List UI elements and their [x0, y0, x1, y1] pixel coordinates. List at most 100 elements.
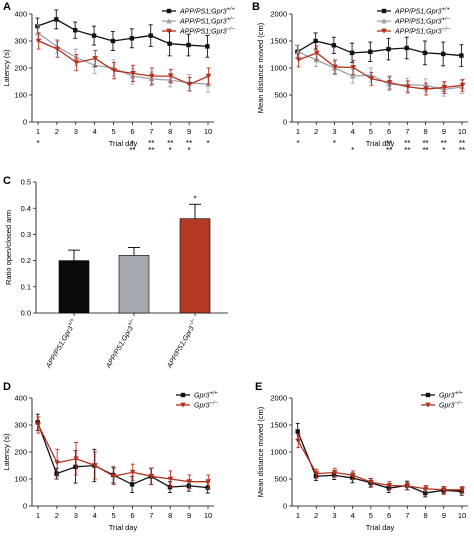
- x-tick-label: 4: [93, 511, 97, 520]
- data-point: [350, 472, 356, 478]
- panel-letter: E: [255, 381, 262, 393]
- data-point: [92, 56, 99, 62]
- x-tick-label: APP/PS1;Gpr3+/−: [103, 317, 139, 370]
- data-point: [368, 76, 375, 82]
- data-point: [349, 50, 355, 56]
- y-tick-label: 100: [14, 91, 27, 100]
- data-point: [313, 474, 319, 479]
- legend-marker: [166, 18, 172, 24]
- y-tick-label: 2000: [270, 394, 287, 403]
- x-tick-label: 7: [405, 511, 409, 520]
- x-tick-label: 3: [332, 511, 336, 520]
- y-tick-label: 1500: [270, 37, 287, 46]
- x-tick-label: 3: [74, 511, 78, 520]
- data-point: [111, 68, 117, 74]
- y-tick-label: 0.5: [21, 178, 31, 187]
- x-tick-label: 6: [387, 127, 391, 136]
- data-point: [129, 36, 135, 41]
- data-point: [331, 470, 338, 476]
- data-point: [186, 479, 193, 485]
- legend-label: APP/PS1;Gpr3+/−: [179, 17, 235, 26]
- x-tick-label: 7: [405, 127, 409, 136]
- data-point: [349, 73, 356, 79]
- data-point: [440, 87, 447, 92]
- data-point: [459, 489, 464, 494]
- series-line: [297, 40, 462, 57]
- data-point: [130, 71, 136, 76]
- x-axis-title: Trial day: [109, 139, 138, 148]
- y-axis-title: Mean distance moved (cm): [256, 22, 265, 113]
- significance-star: **: [386, 146, 392, 155]
- y-tick-label: 0.4: [21, 204, 31, 213]
- y-tick-label: 0.1: [21, 282, 31, 291]
- x-tick-label: 6: [130, 511, 134, 520]
- significance-star: **: [459, 139, 465, 148]
- panel-letter: A: [3, 1, 11, 13]
- panel-e-distance-chart: E 0 500 1000 1500 2000 1 2 3 4 5 6 7 8 9 10 Trial day Mea…: [255, 381, 468, 532]
- data-point: [459, 487, 466, 493]
- y-tick-label: 0: [283, 118, 287, 127]
- x-tick-label: 3: [74, 127, 78, 136]
- significance-star: *: [333, 139, 336, 148]
- y-axis-title: Latency (s): [2, 433, 11, 471]
- data-point: [459, 53, 464, 58]
- data-point: [54, 46, 61, 52]
- significance-star: *: [206, 139, 209, 148]
- series-line: [298, 52, 463, 90]
- legend-label: APP/PS1;Gpr3−/−: [394, 27, 450, 36]
- data-point: [92, 463, 98, 469]
- data-point: [423, 486, 429, 492]
- series-line: [37, 422, 208, 489]
- data-point: [91, 33, 97, 38]
- series-line: [297, 440, 463, 491]
- y-axis-title: Latency (s): [2, 49, 11, 87]
- x-tick-label: 1: [296, 127, 300, 136]
- legend-label: Gpr3+/+: [194, 391, 218, 400]
- legend-marker: [166, 28, 172, 34]
- significance-star: **: [186, 139, 192, 148]
- data-point: [350, 65, 357, 71]
- data-point: [368, 49, 373, 54]
- data-point: [167, 476, 174, 482]
- data-point: [186, 81, 193, 87]
- panel-a-latency-chart: A 0 100 200 300 400 1 2 3 4 5 6 7 8 9 10 Trial day Latenc…: [2, 1, 235, 155]
- y-tick-label: 0.2: [21, 256, 31, 265]
- x-tick-label: 6: [387, 511, 391, 520]
- data-point: [186, 483, 192, 488]
- series-line: [297, 51, 463, 91]
- data-point: [35, 23, 40, 29]
- legend-marker: [425, 392, 431, 398]
- data-point: [54, 460, 60, 466]
- data-point: [423, 86, 429, 92]
- data-point: [168, 73, 174, 79]
- legend-marker: [166, 8, 172, 14]
- data-point: [331, 43, 337, 48]
- series-line: [37, 32, 209, 85]
- legend-label: Gpr3+/+: [439, 391, 463, 400]
- data-point: [386, 46, 391, 52]
- data-point: [350, 475, 355, 481]
- y-tick-label: 0.3: [21, 230, 31, 239]
- panel-b-distance-chart: B 0 500 1000 1500 2000 1 2 3 4 5 6 7 8 9 10 Trial day Mea…: [252, 1, 468, 155]
- x-tick-label: 10: [458, 511, 466, 520]
- data-point: [72, 28, 78, 33]
- y-tick-label: 0: [283, 502, 287, 511]
- x-tick-label: 3: [332, 127, 336, 136]
- data-point: [186, 42, 191, 48]
- significance-star: **: [459, 146, 465, 155]
- data-point: [35, 420, 40, 425]
- x-tick-label: 9: [442, 127, 446, 136]
- legend-marker: [180, 402, 186, 408]
- data-point: [386, 485, 392, 491]
- x-axis-title: Trial day: [366, 139, 395, 148]
- panel-letter: C: [3, 175, 11, 187]
- data-point: [35, 422, 42, 428]
- series-line: [37, 18, 208, 48]
- data-point: [313, 471, 320, 477]
- y-tick-label: 1000: [270, 448, 287, 457]
- significance-star: **: [386, 139, 392, 148]
- x-tick-label: APP/PS1;Gpr3−/−: [164, 317, 200, 370]
- data-point: [167, 41, 172, 46]
- x-tick-label: 7: [149, 127, 153, 136]
- x-tick-label: APP/PS1;Gpr3+/+: [43, 317, 79, 370]
